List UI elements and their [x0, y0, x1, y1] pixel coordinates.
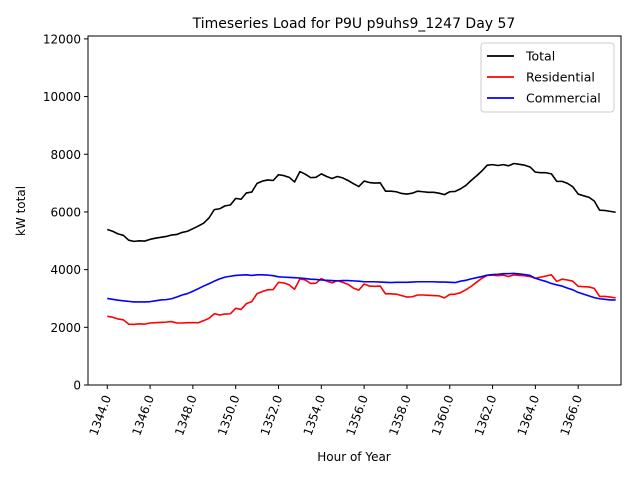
legend-label-commercial: Commercial: [526, 91, 601, 106]
y-tick-label: 10000: [43, 90, 81, 104]
chart-title: Timeseries Load for P9U p9uhs9_1247 Day …: [192, 16, 516, 32]
series-line-commercial: [107, 272, 616, 303]
y-axis: 0 2000 4000 6000 8000 10000 12000: [43, 32, 88, 393]
x-axis-title: Hour of Year: [317, 450, 391, 464]
series-layer: [107, 162, 616, 326]
plot-area-frame: [87, 35, 622, 386]
legend-label-residential: Residential: [526, 70, 595, 85]
legend-label-total: Total: [525, 49, 555, 64]
y-tick-label: 8000: [50, 148, 81, 162]
series-line-residential: [107, 274, 616, 326]
y-tick-label: 2000: [50, 321, 81, 335]
legend: Total Residential Commercial: [480, 42, 615, 113]
y-tick-label: 6000: [50, 205, 81, 219]
y-tick-label: 0: [73, 379, 81, 393]
y-tick-label: 4000: [50, 263, 81, 277]
series-line-total: [107, 162, 616, 243]
y-axis-title: kW total: [14, 186, 28, 236]
y-tick-label: 12000: [43, 32, 81, 46]
legend-box: [480, 42, 615, 113]
